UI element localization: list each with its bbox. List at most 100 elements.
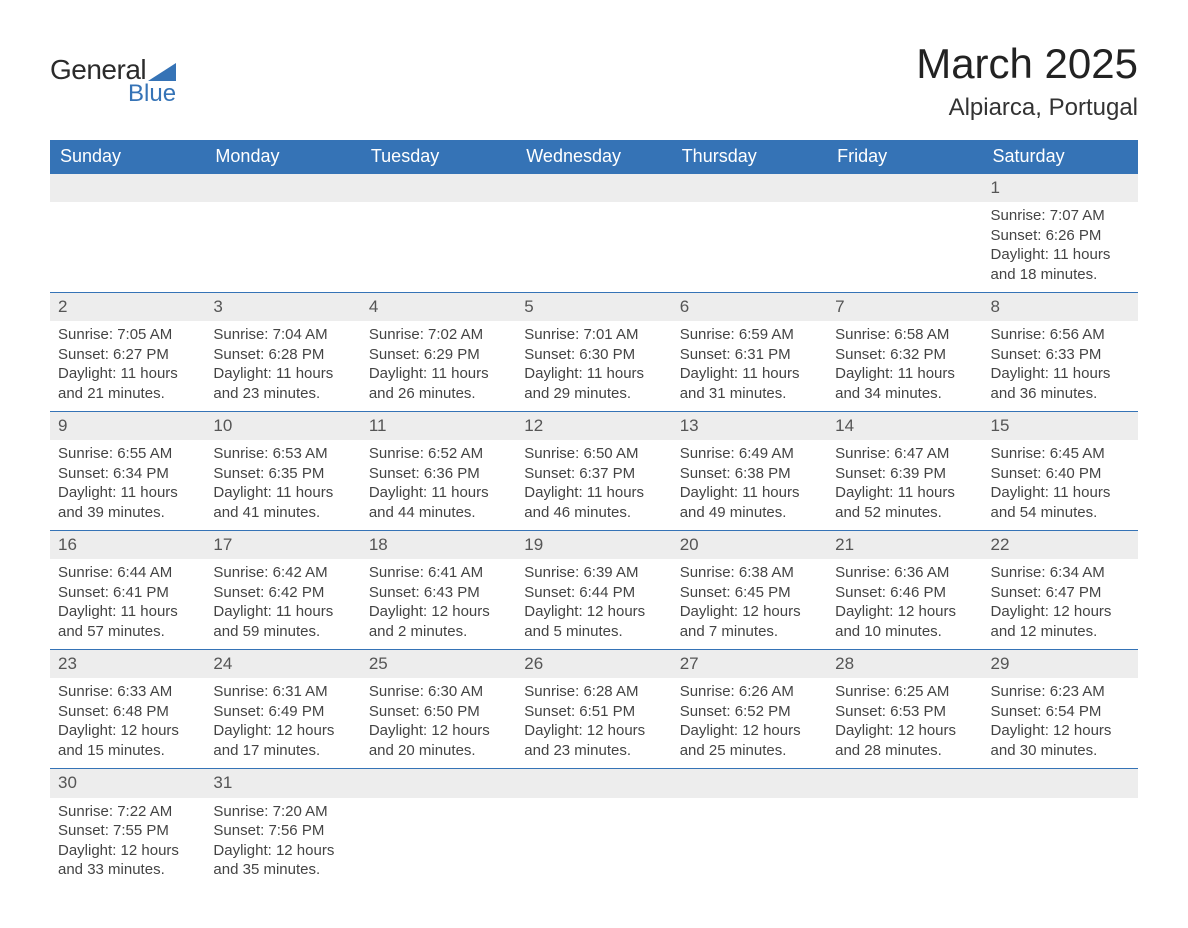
details-row: Sunrise: 6:44 AMSunset: 6:41 PMDaylight:… (50, 559, 1138, 650)
details-row: Sunrise: 7:22 AMSunset: 7:55 PMDaylight:… (50, 798, 1138, 888)
day-details-cell: Sunrise: 7:04 AMSunset: 6:28 PMDaylight:… (205, 321, 360, 412)
detail-line: Sunset: 6:34 PM (58, 464, 197, 484)
detail-line: Sunset: 6:27 PM (58, 345, 197, 365)
day-details-cell: Sunrise: 6:49 AMSunset: 6:38 PMDaylight:… (672, 440, 827, 531)
day-header: Sunday (50, 140, 205, 174)
detail-line: Sunset: 6:44 PM (524, 583, 663, 603)
detail-line: and 12 minutes. (991, 622, 1130, 642)
detail-line: Sunset: 6:51 PM (524, 702, 663, 722)
day-details-cell (50, 202, 205, 293)
detail-line: and 23 minutes. (524, 741, 663, 761)
detail-line: Daylight: 11 hours (58, 364, 197, 384)
detail-line: Sunrise: 6:25 AM (835, 682, 974, 702)
day-details-cell: Sunrise: 6:36 AMSunset: 6:46 PMDaylight:… (827, 559, 982, 650)
detail-line: and 18 minutes. (991, 265, 1130, 285)
detail-line: and 59 minutes. (213, 622, 352, 642)
day-details-cell: Sunrise: 6:52 AMSunset: 6:36 PMDaylight:… (361, 440, 516, 531)
detail-line: Sunrise: 6:47 AM (835, 444, 974, 464)
day-header: Tuesday (361, 140, 516, 174)
day-details-cell (827, 798, 982, 888)
detail-line: Sunrise: 6:49 AM (680, 444, 819, 464)
day-details-cell: Sunrise: 6:23 AMSunset: 6:54 PMDaylight:… (983, 678, 1138, 769)
detail-line: and 25 minutes. (680, 741, 819, 761)
detail-line: and 44 minutes. (369, 503, 508, 523)
details-row: Sunrise: 6:33 AMSunset: 6:48 PMDaylight:… (50, 678, 1138, 769)
detail-line: Sunrise: 6:36 AM (835, 563, 974, 583)
detail-line: Daylight: 12 hours (991, 721, 1130, 741)
detail-line: and 35 minutes. (213, 860, 352, 880)
day-details-cell: Sunrise: 6:59 AMSunset: 6:31 PMDaylight:… (672, 321, 827, 412)
detail-line: Daylight: 11 hours (369, 483, 508, 503)
detail-line: Daylight: 12 hours (213, 841, 352, 861)
day-number-cell: 30 (50, 769, 205, 798)
detail-line: Sunset: 6:30 PM (524, 345, 663, 365)
header: General Blue March 2025 Alpiarca, Portug… (50, 40, 1138, 122)
day-number-cell (672, 769, 827, 798)
day-number-cell: 26 (516, 650, 671, 679)
day-details-cell: Sunrise: 6:45 AMSunset: 6:40 PMDaylight:… (983, 440, 1138, 531)
detail-line: and 57 minutes. (58, 622, 197, 642)
detail-line: and 28 minutes. (835, 741, 974, 761)
day-number-cell (983, 769, 1138, 798)
day-number-cell: 6 (672, 293, 827, 322)
detail-line: Sunrise: 7:07 AM (991, 206, 1130, 226)
detail-line: Sunset: 6:39 PM (835, 464, 974, 484)
detail-line: Sunset: 6:32 PM (835, 345, 974, 365)
day-number-cell: 10 (205, 412, 360, 441)
detail-line: Daylight: 11 hours (213, 364, 352, 384)
detail-line: and 30 minutes. (991, 741, 1130, 761)
location: Alpiarca, Portugal (916, 94, 1138, 122)
detail-line: and 31 minutes. (680, 384, 819, 404)
day-number-cell: 29 (983, 650, 1138, 679)
detail-line: Daylight: 12 hours (213, 721, 352, 741)
day-details-cell: Sunrise: 6:56 AMSunset: 6:33 PMDaylight:… (983, 321, 1138, 412)
day-details-cell (672, 202, 827, 293)
day-number-cell (50, 174, 205, 203)
detail-line: Sunset: 6:53 PM (835, 702, 974, 722)
day-details-cell: Sunrise: 6:34 AMSunset: 6:47 PMDaylight:… (983, 559, 1138, 650)
day-details-cell (516, 798, 671, 888)
detail-line: and 33 minutes. (58, 860, 197, 880)
detail-line: Daylight: 11 hours (213, 483, 352, 503)
details-row: Sunrise: 7:07 AMSunset: 6:26 PMDaylight:… (50, 202, 1138, 293)
day-details-cell: Sunrise: 6:30 AMSunset: 6:50 PMDaylight:… (361, 678, 516, 769)
detail-line: and 52 minutes. (835, 503, 974, 523)
day-number-cell (361, 174, 516, 203)
day-details-cell: Sunrise: 6:39 AMSunset: 6:44 PMDaylight:… (516, 559, 671, 650)
detail-line: and 7 minutes. (680, 622, 819, 642)
detail-line: and 20 minutes. (369, 741, 508, 761)
detail-line: and 2 minutes. (369, 622, 508, 642)
day-number-cell: 3 (205, 293, 360, 322)
detail-line: Sunrise: 6:52 AM (369, 444, 508, 464)
day-details-cell (361, 798, 516, 888)
detail-line: Daylight: 11 hours (835, 483, 974, 503)
detail-line: Daylight: 11 hours (213, 602, 352, 622)
daynum-row: 1 (50, 174, 1138, 203)
day-details-cell: Sunrise: 7:02 AMSunset: 6:29 PMDaylight:… (361, 321, 516, 412)
detail-line: and 41 minutes. (213, 503, 352, 523)
calendar-body: 1Sunrise: 7:07 AMSunset: 6:26 PMDaylight… (50, 174, 1138, 888)
detail-line: Sunset: 6:49 PM (213, 702, 352, 722)
day-details-cell: Sunrise: 6:58 AMSunset: 6:32 PMDaylight:… (827, 321, 982, 412)
day-header: Saturday (983, 140, 1138, 174)
day-details-cell: Sunrise: 6:42 AMSunset: 6:42 PMDaylight:… (205, 559, 360, 650)
day-details-cell (205, 202, 360, 293)
detail-line: Sunset: 6:41 PM (58, 583, 197, 603)
day-number-cell: 5 (516, 293, 671, 322)
daynum-row: 16171819202122 (50, 531, 1138, 560)
detail-line: and 54 minutes. (991, 503, 1130, 523)
detail-line: Sunset: 6:38 PM (680, 464, 819, 484)
day-number-cell: 31 (205, 769, 360, 798)
logo-text-blue: Blue (128, 80, 176, 108)
detail-line: Sunrise: 6:34 AM (991, 563, 1130, 583)
detail-line: Sunrise: 6:30 AM (369, 682, 508, 702)
detail-line: and 10 minutes. (835, 622, 974, 642)
day-details-cell: Sunrise: 6:47 AMSunset: 6:39 PMDaylight:… (827, 440, 982, 531)
day-number-cell (516, 769, 671, 798)
detail-line: Sunset: 6:33 PM (991, 345, 1130, 365)
logo: General Blue (50, 54, 176, 108)
detail-line: Sunset: 7:55 PM (58, 821, 197, 841)
day-number-cell: 13 (672, 412, 827, 441)
day-details-cell (672, 798, 827, 888)
daynum-row: 2345678 (50, 293, 1138, 322)
